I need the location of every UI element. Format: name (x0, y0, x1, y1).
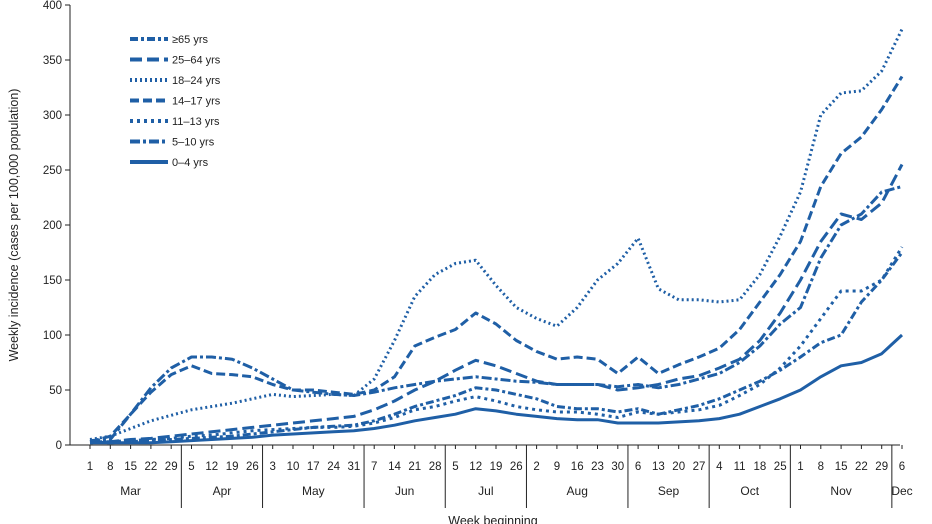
series-line (89, 185, 903, 443)
x-tick-label: 19 (490, 461, 503, 473)
x-tick-label: 1 (87, 461, 93, 473)
y-axis-title: Weekly incidence (cases per 100,000 popu… (7, 89, 21, 362)
legend-label: 11–13 yrs (172, 116, 220, 128)
month-label: Dec (891, 484, 912, 498)
legend-label: 18–24 yrs (172, 75, 221, 87)
y-tick-label: 100 (43, 330, 62, 342)
series-lines (89, 28, 904, 445)
month-label: Oct (740, 484, 759, 498)
x-tick-label: 10 (287, 461, 300, 473)
x-tick-label: 15 (835, 461, 848, 473)
month-label: Jul (478, 484, 493, 498)
x-tick-label: 8 (818, 461, 824, 473)
y-tick-label: 0 (56, 440, 62, 452)
y-tick-label: 250 (43, 165, 62, 177)
x-tick-label: 6 (899, 461, 905, 473)
x-tick-label: 30 (611, 461, 624, 473)
x-tick-label: 5 (188, 461, 194, 473)
x-tick-label: 22 (145, 461, 158, 473)
y-tick-label: 400 (43, 0, 62, 12)
x-tick-label: 26 (510, 461, 523, 473)
y-tick-label: 300 (43, 110, 62, 122)
x-tick-label: 16 (571, 461, 584, 473)
x-tick-label: 21 (408, 461, 421, 473)
x-tick-label: 8 (107, 461, 113, 473)
y-tick-label: 200 (43, 220, 62, 232)
x-tick-label: 12 (469, 461, 482, 473)
legend-label: 14–17 yrs (172, 96, 221, 108)
month-label: Nov (830, 484, 851, 498)
series-line (90, 333, 904, 445)
series-line (89, 75, 904, 444)
x-axis-ticks: 1 8 15 22 29 5 12 19 26 3 10 17 24 31 7 14 21 28 5 12 19 26 2 9… (87, 445, 913, 508)
legend-label: ≥65 yrs (172, 34, 208, 46)
x-tick-label: 20 (672, 461, 685, 473)
x-axis-title: Week beginning (448, 514, 537, 524)
y-tick-label: 150 (43, 275, 62, 287)
x-tick-label: 7 (371, 461, 377, 473)
x-tick-label: 29 (165, 461, 178, 473)
y-tick-label: 350 (43, 55, 62, 67)
y-axis-ticks: 0 50 100 150 200 250 300 350 400 (43, 0, 70, 452)
x-tick-label: 3 (269, 461, 275, 473)
legend: ≥65 yrs 25–64 yrs 18–24 yrs 14–17 yrs 11–13 … (130, 34, 221, 169)
x-tick-label: 19 (226, 461, 239, 473)
x-tick-label: 6 (635, 461, 641, 473)
series-line (89, 28, 904, 441)
x-tick-label: 11 (734, 461, 746, 473)
month-label: Mar (120, 484, 141, 498)
x-tick-label: 1 (797, 461, 803, 473)
legend-label: 5–10 yrs (172, 137, 215, 149)
x-tick-label: 25 (774, 461, 787, 473)
x-tick-label: 24 (327, 461, 340, 473)
x-tick-label: 23 (591, 461, 604, 473)
legend-label: 0–4 yrs (172, 157, 209, 169)
x-tick-label: 22 (855, 461, 868, 473)
x-tick-label: 5 (452, 461, 458, 473)
x-tick-label: 28 (429, 461, 442, 473)
x-tick-label: 17 (307, 461, 320, 473)
month-label: Jun (395, 484, 414, 498)
x-tick-label: 18 (754, 461, 767, 473)
x-tick-label: 29 (875, 461, 888, 473)
x-tick-label: 26 (246, 461, 259, 473)
series-line (89, 251, 904, 445)
month-label: Sep (658, 484, 680, 498)
month-label: Aug (567, 484, 588, 498)
month-label: Apr (213, 484, 232, 498)
legend-label: 25–64 yrs (172, 55, 221, 67)
x-tick-label: 15 (124, 461, 137, 473)
x-tick-label: 13 (652, 461, 665, 473)
x-tick-label: 14 (388, 461, 401, 473)
x-tick-label: 27 (693, 461, 706, 473)
series-line (89, 246, 904, 445)
x-tick-label: 4 (716, 461, 723, 473)
x-tick-label: 9 (554, 461, 560, 473)
month-label: May (302, 484, 325, 498)
x-tick-label: 12 (205, 461, 218, 473)
y-tick-label: 50 (49, 385, 62, 397)
x-tick-label: 31 (348, 461, 361, 473)
x-tick-label: 2 (533, 461, 539, 473)
